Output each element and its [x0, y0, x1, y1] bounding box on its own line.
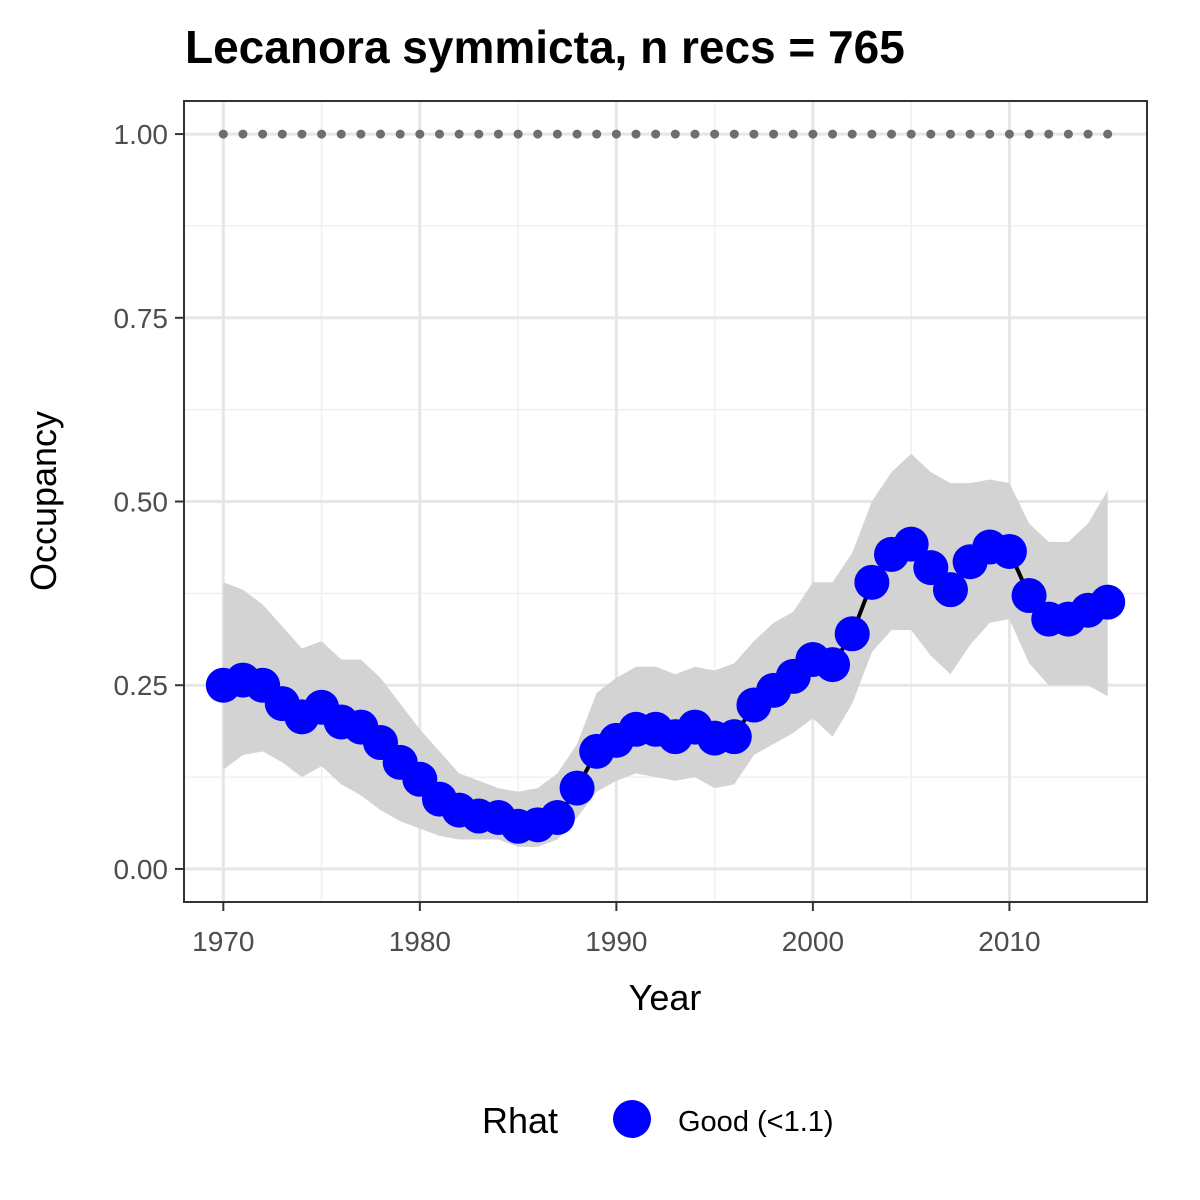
reference-point	[297, 129, 307, 139]
reference-point	[493, 129, 503, 139]
data-point	[854, 564, 890, 600]
reference-point	[572, 129, 582, 139]
reference-point	[729, 129, 739, 139]
y-tick-label: 0.50	[114, 487, 169, 518]
reference-point	[1083, 129, 1093, 139]
reference-point	[238, 129, 248, 139]
reference-point	[395, 129, 405, 139]
reference-point	[474, 129, 484, 139]
reference-point	[749, 129, 759, 139]
reference-point	[513, 129, 523, 139]
reference-point	[867, 129, 877, 139]
reference-point	[887, 129, 897, 139]
reference-point	[356, 129, 366, 139]
x-axis-title: Year	[629, 977, 702, 1018]
reference-point	[317, 129, 327, 139]
x-tick-label: 1980	[389, 926, 451, 957]
y-tick-label: 0.75	[114, 303, 169, 334]
reference-point	[808, 129, 818, 139]
reference-point	[218, 129, 228, 139]
legend-title: Rhat	[482, 1100, 558, 1141]
y-tick-label: 0.25	[114, 670, 169, 701]
data-point	[834, 616, 870, 652]
legend-key-good	[613, 1100, 651, 1138]
reference-point	[828, 129, 838, 139]
reference-point	[906, 129, 916, 139]
chart-title: Lecanora symmicta, n recs = 765	[185, 21, 905, 73]
data-point	[1090, 584, 1126, 620]
x-tick-label: 1970	[192, 926, 254, 957]
reference-point	[454, 129, 464, 139]
reference-point	[847, 129, 857, 139]
reference-point	[670, 129, 680, 139]
reference-point	[788, 129, 798, 139]
data-point	[716, 719, 752, 755]
reference-point	[434, 129, 444, 139]
reference-point	[631, 129, 641, 139]
reference-point	[376, 129, 386, 139]
data-point	[1011, 578, 1047, 614]
reference-point	[258, 129, 268, 139]
data-point	[991, 533, 1027, 569]
x-tick-label: 1990	[585, 926, 647, 957]
data-point	[815, 647, 851, 683]
y-axis-title: Occupancy	[23, 411, 64, 591]
x-tick-label: 2010	[978, 926, 1040, 957]
reference-point	[1004, 129, 1014, 139]
data-point	[539, 799, 575, 835]
reference-point	[415, 129, 425, 139]
legend: Rhat Good (<1.1)	[482, 1100, 834, 1141]
legend-label-good: Good (<1.1)	[678, 1106, 834, 1138]
reference-line-points	[218, 129, 1113, 139]
x-tick-label: 2000	[782, 926, 844, 957]
reference-point	[769, 129, 779, 139]
reference-point	[336, 129, 346, 139]
y-axis: 0.00 0.25 0.50 0.75 1.00	[114, 119, 184, 885]
y-tick-label: 0.00	[114, 854, 169, 885]
reference-point	[277, 129, 287, 139]
reference-point	[1024, 129, 1034, 139]
reference-point	[1103, 129, 1113, 139]
reference-point	[533, 129, 543, 139]
occupancy-points	[205, 526, 1126, 844]
data-point	[932, 572, 968, 608]
reference-point	[945, 129, 955, 139]
reference-point	[926, 129, 936, 139]
x-axis: 1970 1980 1990 2000 2010	[192, 902, 1041, 957]
reference-point	[611, 129, 621, 139]
reference-point	[1063, 129, 1073, 139]
reference-point	[1044, 129, 1054, 139]
reference-point	[592, 129, 602, 139]
reference-point	[710, 129, 720, 139]
reference-point	[965, 129, 975, 139]
y-tick-label: 1.00	[114, 119, 169, 150]
reference-point	[552, 129, 562, 139]
data-point	[559, 770, 595, 806]
data-point	[893, 526, 929, 562]
reference-point	[690, 129, 700, 139]
reference-point	[651, 129, 661, 139]
reference-point	[985, 129, 995, 139]
